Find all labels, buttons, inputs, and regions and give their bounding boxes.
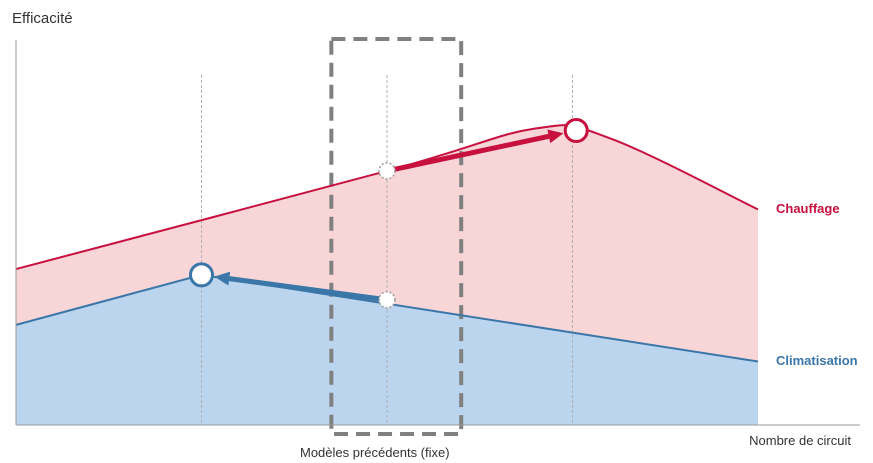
shift-arrow-shaft-1 [228,276,388,303]
new-point-marker-0 [563,117,589,143]
shift-arrow-shaft-0 [386,133,550,174]
shift-arrow-head-0 [547,129,564,144]
series-label-climatisation: Climatisation [776,353,858,369]
point-markers [189,117,589,309]
series-label-chauffage: Chauffage [776,201,840,217]
series-line-0 [15,124,759,271]
previous-point-marker-1 [378,291,396,309]
shift-arrow-head-1 [214,271,231,286]
shift-arrows [214,129,564,303]
new-point-marker-1 [189,262,214,288]
x-axis-title: Nombre de circuit [749,433,851,448]
guide-lines [201,75,573,425]
previous-point-marker-0 [378,162,396,180]
previous-models-label: Modèles précédents (fixe) [300,445,450,460]
y-axis-title: Efficacité [12,10,73,27]
